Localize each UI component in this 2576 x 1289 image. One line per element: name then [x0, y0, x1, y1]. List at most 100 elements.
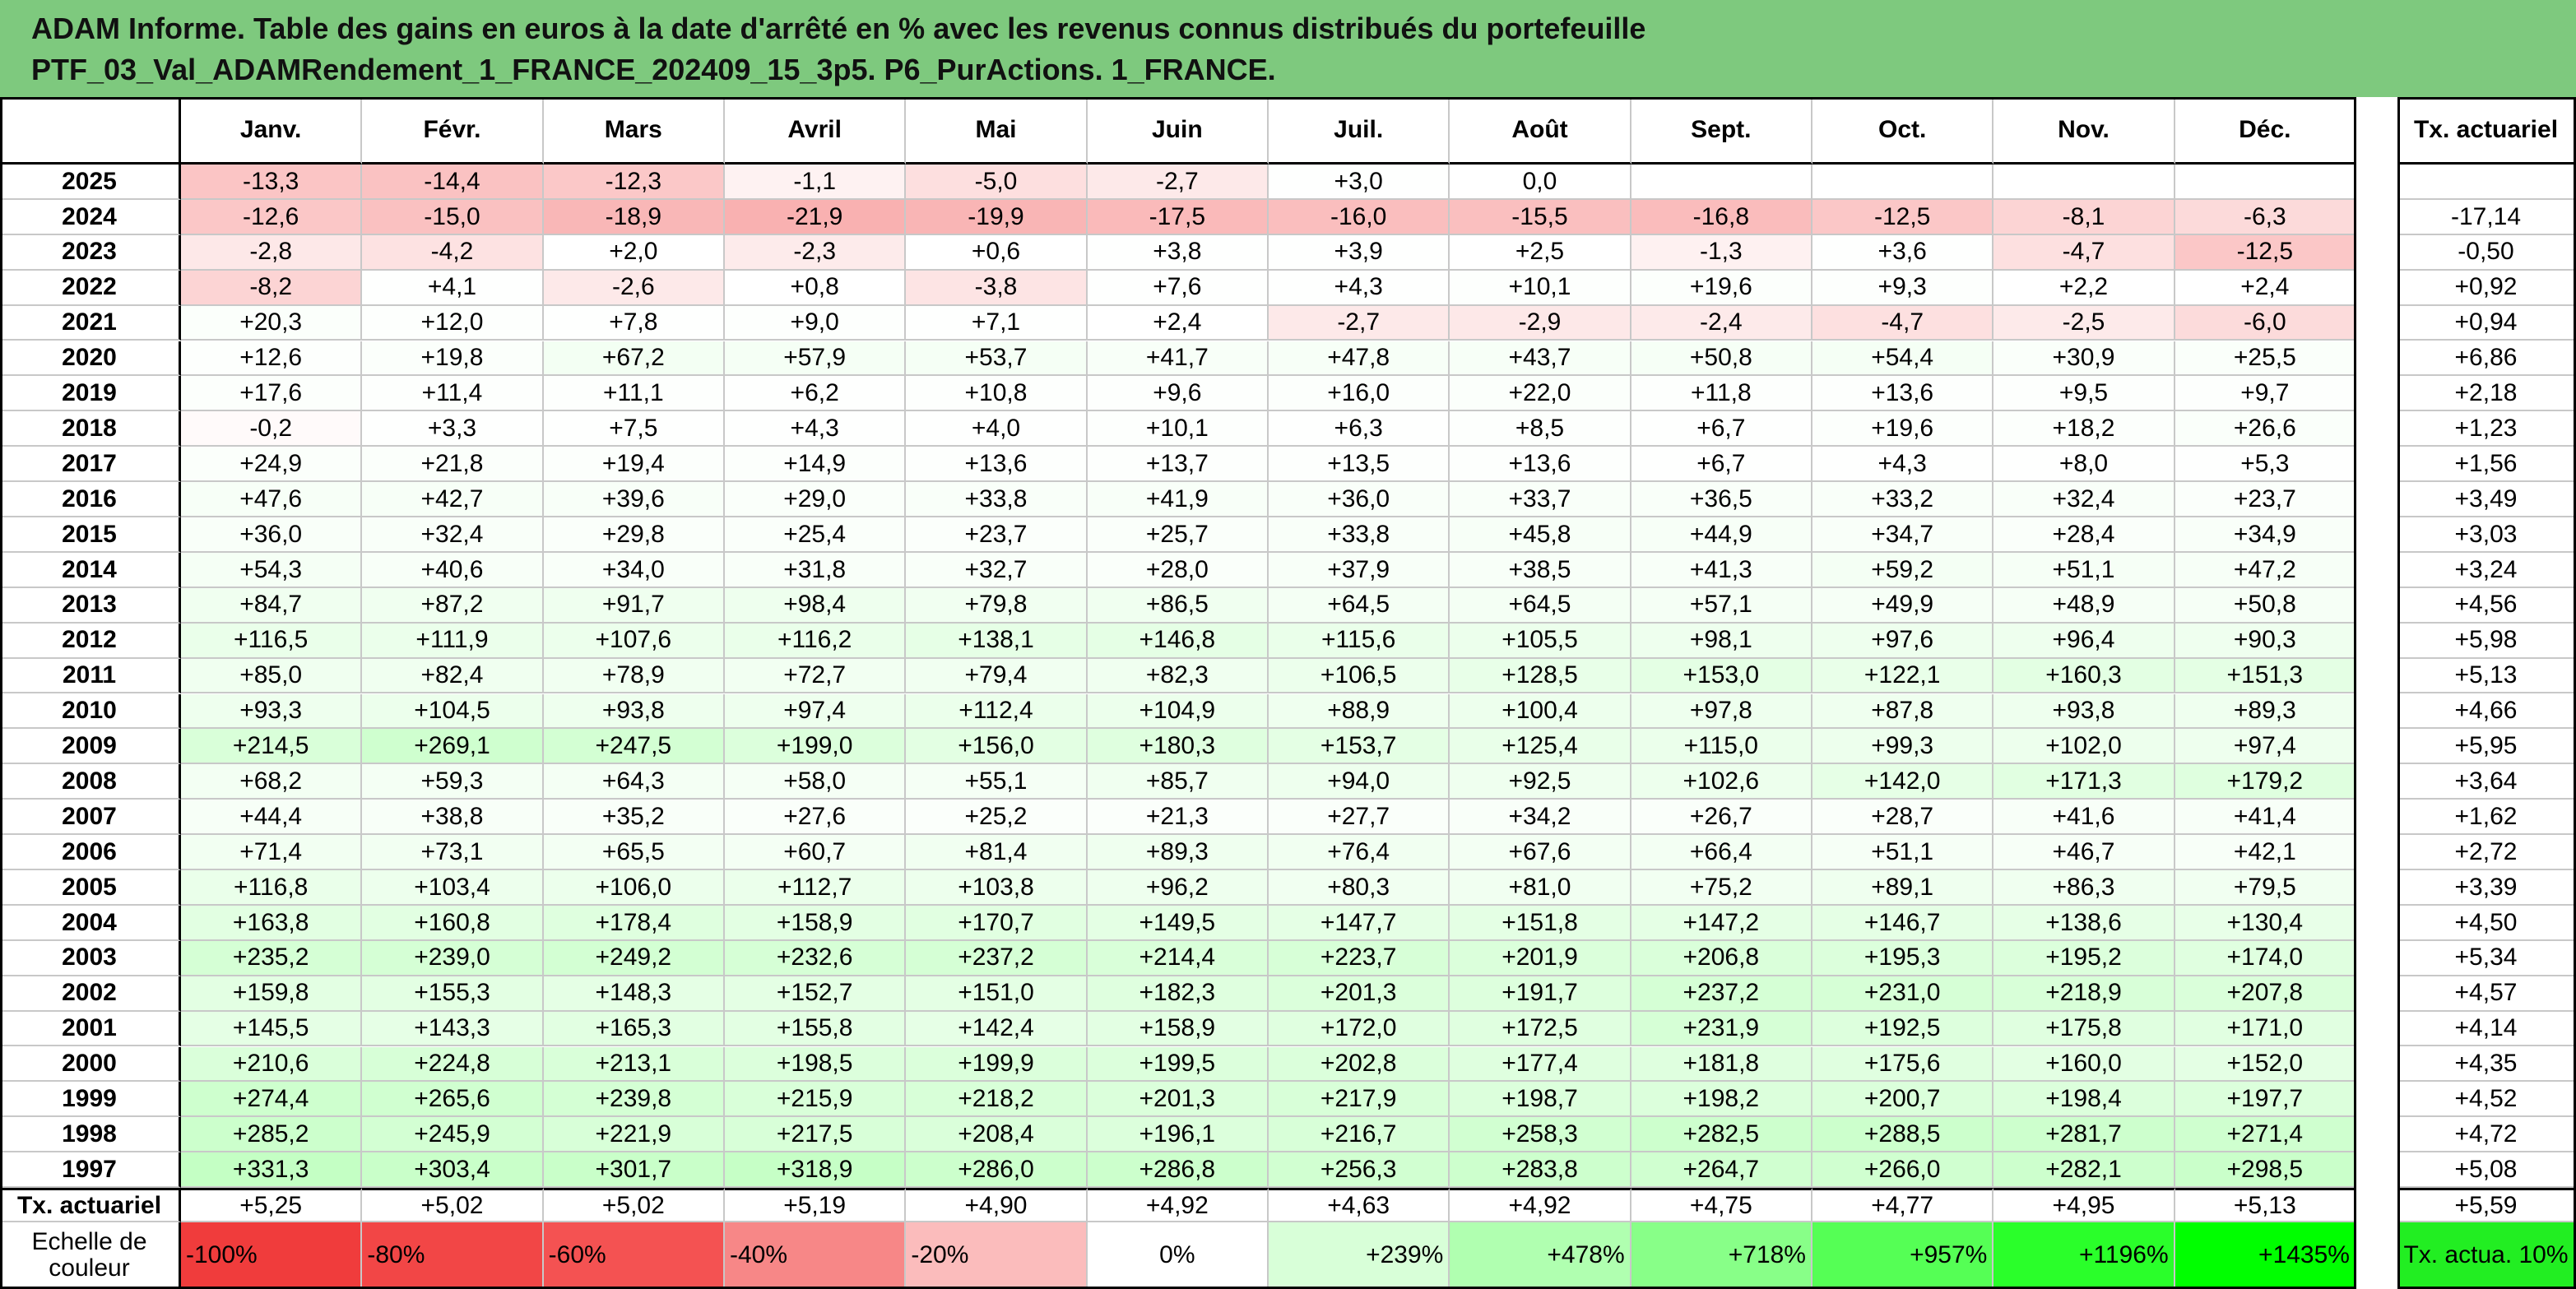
value-cell: +36,0 [181, 517, 363, 553]
year-label: 2014 [0, 552, 181, 588]
value-cell: -1,3 [1631, 234, 1812, 271]
value-cell: +38,5 [1450, 552, 1631, 588]
footer-cell: +5,13 [2175, 1188, 2356, 1223]
value-cell: +71,4 [181, 835, 363, 870]
value-cell: +256,3 [1269, 1152, 1450, 1189]
year-label: 1998 [0, 1117, 181, 1153]
year-label: 2011 [0, 658, 181, 694]
value-cell: +89,3 [1087, 835, 1269, 870]
value-cell: +171,3 [1993, 764, 2175, 800]
value-cell: -18,9 [543, 199, 725, 235]
value-cell: +85,7 [1087, 764, 1269, 800]
rate-cell: +4,66 [2397, 693, 2576, 730]
value-cell: +72,7 [725, 658, 907, 694]
year-label: 2009 [0, 729, 181, 765]
value-cell: +130,4 [2175, 905, 2356, 941]
value-cell: +23,7 [906, 517, 1088, 553]
year-label: 2023 [0, 234, 181, 271]
value-cell: +115,6 [1269, 623, 1450, 659]
value-cell [1631, 165, 1812, 200]
value-cell: +67,2 [543, 341, 725, 377]
value-cell: +206,8 [1631, 940, 1812, 976]
value-cell: +37,9 [1269, 552, 1450, 588]
value-cell: +286,0 [906, 1152, 1088, 1189]
value-cell: -2,6 [543, 270, 725, 306]
value-cell: +59,3 [362, 764, 544, 800]
value-cell: +22,0 [1450, 376, 1631, 412]
value-cell: +249,2 [543, 940, 725, 976]
rate-cell: +1,23 [2397, 411, 2576, 447]
value-cell: -12,6 [181, 199, 363, 235]
value-cell: +201,3 [1087, 1082, 1269, 1118]
value-cell: +79,8 [906, 587, 1088, 624]
value-cell: +36,5 [1631, 482, 1812, 517]
value-cell: -8,2 [181, 270, 363, 306]
value-cell: +29,8 [543, 517, 725, 553]
value-cell: +231,0 [1812, 976, 1994, 1012]
value-cell: +112,7 [725, 870, 907, 906]
value-cell: +93,8 [1993, 693, 2175, 730]
value-cell: +128,5 [1450, 658, 1631, 694]
rate-cell: +4,56 [2397, 587, 2576, 624]
value-cell: +152,0 [2175, 1046, 2356, 1083]
value-cell: -4,2 [362, 234, 544, 271]
rate-header: Tx. actuariel [2397, 97, 2576, 165]
value-cell: +88,9 [1269, 693, 1450, 730]
column-header: Janv. [181, 97, 363, 165]
footer-cell: +4,92 [1087, 1188, 1269, 1223]
value-cell: +208,4 [906, 1117, 1088, 1153]
rate-cell: +4,14 [2397, 1011, 2576, 1047]
value-cell: +213,1 [543, 1046, 725, 1083]
value-cell: +105,5 [1450, 623, 1631, 659]
value-cell: +13,6 [1450, 447, 1631, 483]
value-cell: +51,1 [1812, 835, 1994, 870]
value-cell: +45,8 [1450, 517, 1631, 553]
value-cell: -2,7 [1087, 165, 1269, 200]
value-cell: +172,5 [1450, 1011, 1631, 1047]
year-label: 2006 [0, 835, 181, 870]
value-cell: +9,0 [725, 305, 907, 341]
value-cell: +87,2 [362, 587, 544, 624]
value-cell: +180,3 [1087, 729, 1269, 765]
value-cell: +107,6 [543, 623, 725, 659]
value-cell: +303,4 [362, 1152, 544, 1189]
value-cell: +10,8 [906, 376, 1088, 412]
year-label: 2025 [0, 165, 181, 200]
value-cell: +44,9 [1631, 517, 1812, 553]
value-cell: +146,8 [1087, 623, 1269, 659]
value-cell: +65,5 [543, 835, 725, 870]
value-cell: +67,6 [1450, 835, 1631, 870]
value-cell: +235,2 [181, 940, 363, 976]
value-cell: +151,3 [2175, 658, 2356, 694]
value-cell: +231,9 [1631, 1011, 1812, 1047]
footer-cell: +4,75 [1631, 1188, 1812, 1223]
value-cell: +178,4 [543, 905, 725, 941]
value-cell: +27,6 [725, 800, 907, 836]
value-cell: +288,5 [1812, 1117, 1994, 1153]
value-cell: -2,4 [1631, 305, 1812, 341]
value-cell: +266,0 [1812, 1152, 1994, 1189]
value-cell: +50,8 [1631, 341, 1812, 377]
value-cell: +214,4 [1087, 940, 1269, 976]
rate-cell: -17,14 [2397, 199, 2576, 235]
value-cell: +79,5 [2175, 870, 2356, 906]
value-cell: +8,0 [1993, 447, 2175, 483]
value-cell: -12,3 [543, 165, 725, 200]
value-cell: +10,1 [1450, 270, 1631, 306]
value-cell: +81,4 [906, 835, 1088, 870]
value-cell: +112,4 [906, 693, 1088, 730]
rate-cell: +5,34 [2397, 940, 2576, 976]
value-cell: +32,7 [906, 552, 1088, 588]
value-cell: +151,8 [1450, 905, 1631, 941]
value-cell: +34,2 [1450, 800, 1631, 836]
value-cell: +2,0 [543, 234, 725, 271]
value-cell: +47,6 [181, 482, 363, 517]
value-cell: +7,8 [543, 305, 725, 341]
value-cell: +331,3 [181, 1152, 363, 1189]
scale-step: +239% [1269, 1222, 1450, 1289]
value-cell: +199,0 [725, 729, 907, 765]
value-cell: +17,6 [181, 376, 363, 412]
value-cell: +104,5 [362, 693, 544, 730]
value-cell: +34,9 [2175, 517, 2356, 553]
value-cell: -4,7 [1993, 234, 2175, 271]
